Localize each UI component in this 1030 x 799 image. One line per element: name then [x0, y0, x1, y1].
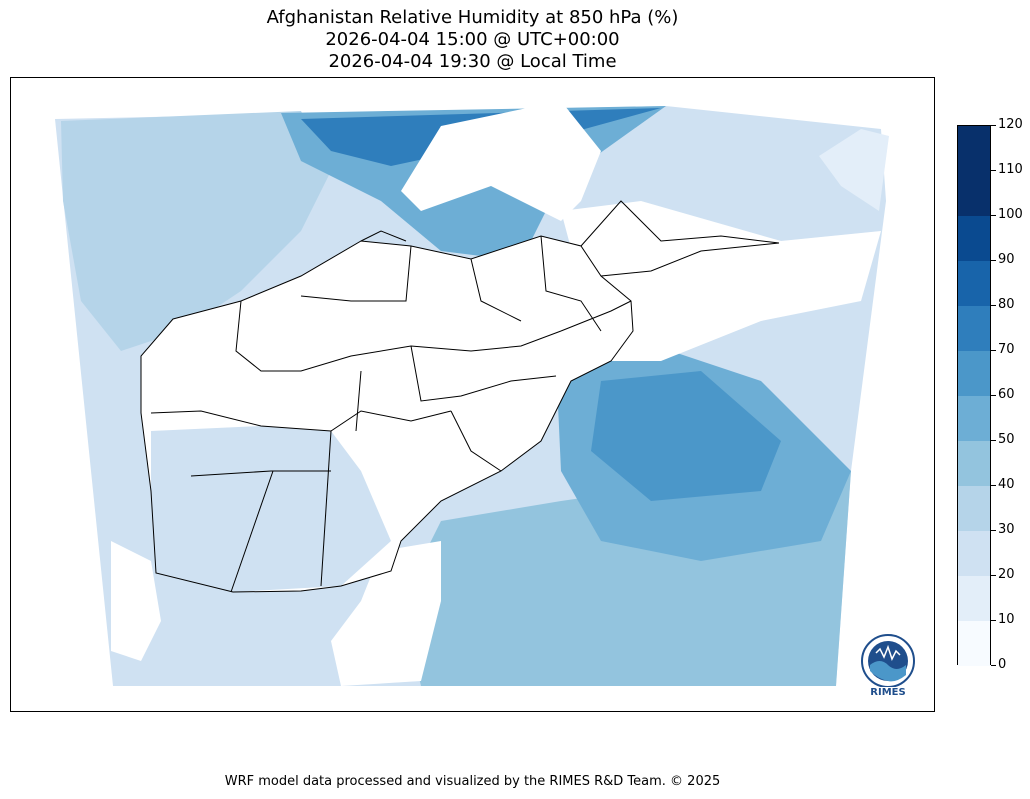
colorbar-segment [958, 126, 990, 171]
humidity-band-60-70 [591, 371, 781, 501]
map-panel: RIMES [10, 77, 935, 712]
dry-region-east [561, 201, 881, 361]
colorbar-tick [991, 170, 996, 171]
humidity-band-ne [819, 129, 889, 211]
colorbar-tick [991, 485, 996, 486]
colorbar-tick-label: 10 [998, 612, 1015, 627]
colorbar-segment [958, 396, 990, 441]
colorbar-segment [958, 531, 990, 576]
colorbar-tick-label: 20 [998, 567, 1015, 582]
afghanistan-sw-humidity [151, 426, 391, 592]
colorbar-tick [991, 305, 996, 306]
colorbar-tick [991, 350, 996, 351]
province-borders [140, 200, 780, 593]
colorbar-tick-label: 70 [998, 342, 1015, 357]
colorbar-segment [958, 306, 990, 351]
colorbar-segment [958, 576, 990, 621]
colorbar-tick-label: 30 [998, 522, 1015, 537]
rimes-logo-text: RIMES [870, 687, 906, 698]
colorbar-tick [991, 215, 996, 216]
dry-region-central [401, 101, 601, 221]
map-title: Afghanistan Relative Humidity at 850 hPa… [266, 7, 679, 28]
colorbar-segment [958, 621, 990, 666]
colorbar-segment [958, 261, 990, 306]
colorbar-tick-label: 90 [998, 252, 1015, 267]
humidity-band-30-40 [61, 111, 331, 351]
dry-region-south [331, 541, 441, 686]
utc-time: 2026-04-04 15:00 @ UTC+00:00 [325, 29, 620, 50]
colorbar-tick-label: 50 [998, 432, 1015, 447]
footer-credit: WRF model data processed and visualized … [224, 774, 721, 789]
colorbar-segment [958, 486, 990, 531]
colorbar-tick [991, 620, 996, 621]
rimes-logo: RIMES [856, 631, 920, 701]
colorbar-tick [991, 530, 996, 531]
colorbar-segment [958, 351, 990, 396]
colorbar-tick-label: 0 [998, 657, 1007, 672]
colorbar [957, 125, 991, 666]
colorbar-tick [991, 395, 996, 396]
colorbar-tick-label: 60 [998, 387, 1015, 402]
local-time: 2026-04-04 19:30 @ Local Time [328, 51, 617, 72]
colorbar-tick-label: 120 [998, 117, 1023, 132]
colorbar-tick [991, 440, 996, 441]
colorbar-tick-label: 110 [998, 162, 1023, 177]
dry-region-southwest [111, 541, 161, 661]
colorbar-segment [958, 216, 990, 261]
colorbar-segment [958, 441, 990, 486]
colorbar-tick [991, 575, 996, 576]
colorbar-tick [991, 125, 996, 126]
colorbar-tick [991, 665, 996, 666]
colorbar-tick-label: 100 [998, 207, 1023, 222]
rimes-globe-icon [861, 634, 915, 688]
colorbar-segment [958, 171, 990, 216]
colorbar-tick-label: 80 [998, 297, 1015, 312]
humidity-map [55, 101, 889, 686]
colorbar-tick [991, 260, 996, 261]
colorbar-tick-label: 40 [998, 477, 1015, 492]
